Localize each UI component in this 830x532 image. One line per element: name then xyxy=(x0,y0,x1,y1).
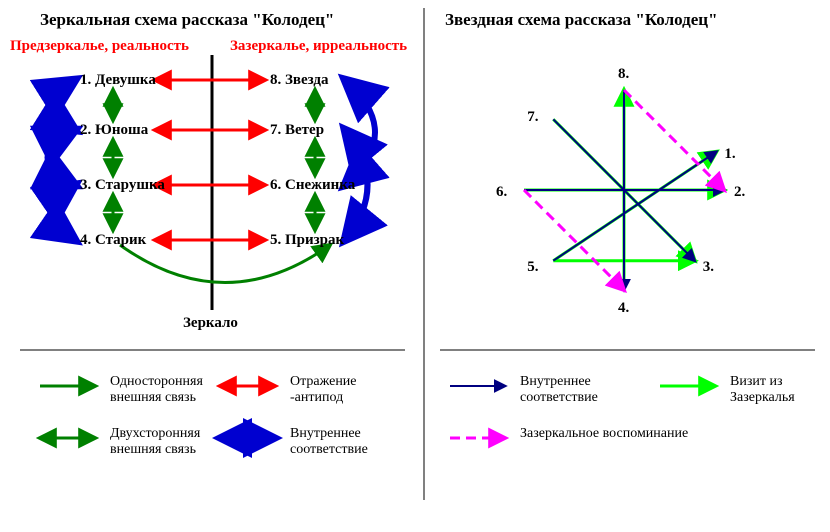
legend-text: Зазеркалья xyxy=(730,390,795,406)
node-label: 6. Снежинка xyxy=(270,177,355,194)
node-label: 1. xyxy=(724,146,735,163)
legend-text: Зазеркальное воспоминание xyxy=(520,426,688,442)
legend-text: внешняя связь xyxy=(110,442,196,458)
node-label: 2. Юноша xyxy=(80,122,148,139)
node-label: 7. xyxy=(527,109,538,126)
node-label: 5. Призрак xyxy=(270,232,344,249)
legend-text: Визит из xyxy=(730,374,783,390)
node-label: 8. Звезда xyxy=(270,72,329,89)
node-label: 4. Старик xyxy=(80,232,146,249)
legend-text: Внутреннее xyxy=(520,374,591,390)
node-label: 7. Ветер xyxy=(270,122,324,139)
node-label: 3. Старушка xyxy=(80,177,165,194)
node-label: 1. Девушка xyxy=(80,72,156,89)
node-label: 6. xyxy=(496,184,507,201)
legend-text: соответствие xyxy=(290,442,368,458)
diagram-root: Зеркальная схема рассказа "Колодец" Пред… xyxy=(0,0,830,532)
node-label: 8. xyxy=(618,66,629,83)
node-label: 4. xyxy=(618,300,629,317)
legend-text: Внутреннее xyxy=(290,426,361,442)
node-label: 2. xyxy=(734,184,745,201)
legend-text: соответствие xyxy=(520,390,598,406)
legend-text: Двухсторонняя xyxy=(110,426,200,442)
legend-text: Односторонняя xyxy=(110,374,203,390)
node-label: 5. xyxy=(527,259,538,276)
legend-text: -антипод xyxy=(290,390,343,406)
mirror-label: Зеркало xyxy=(183,315,238,332)
legend-text: внешняя связь xyxy=(110,390,196,406)
node-label: 3. xyxy=(703,259,714,276)
legend-text: Отражение xyxy=(290,374,357,390)
